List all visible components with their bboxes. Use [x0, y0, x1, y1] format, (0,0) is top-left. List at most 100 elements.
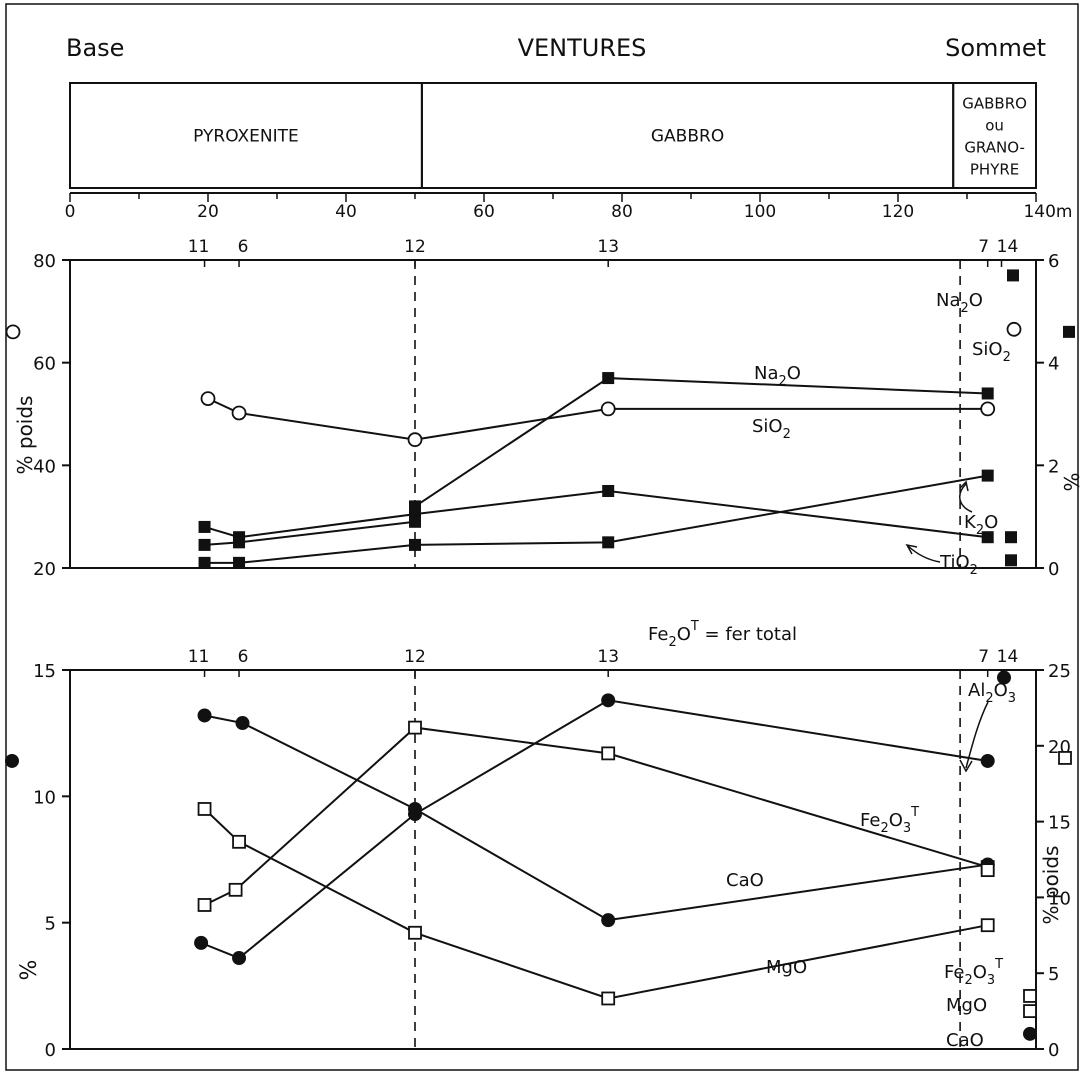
series-line-Na2O	[414, 377, 988, 508]
header-title: VENTURES	[518, 34, 647, 62]
left-axis-title: % poids	[13, 396, 37, 475]
major-oxides-panel: 11 6 12 13 7 14 20 40 60 80 0 2 4 6 % poids% Na2O SiO2 Na…	[5, 237, 1083, 580]
series-label-Na2O: Na2O	[754, 363, 801, 389]
outside-point-Al2O3	[5, 753, 19, 768]
data-point-Fe2O3T	[228, 882, 243, 897]
data-point-MgO	[232, 834, 246, 849]
depth-tick-label: 140m	[1023, 202, 1072, 222]
left-tick-label: 15	[33, 661, 56, 682]
series-label-Fe2O3T: Fe2O3T	[860, 805, 919, 836]
data-point-TiO2	[981, 469, 994, 482]
data-point-Na2O	[602, 372, 615, 385]
right-axis-title: % poids	[1039, 846, 1063, 925]
data-point-unlabeled	[409, 515, 421, 528]
right-tick-label: 25	[1048, 661, 1071, 682]
key-label-SiO2: SiO2	[972, 339, 1011, 365]
data-point-Al2O3	[980, 753, 995, 768]
left-axis-title: %	[17, 960, 42, 981]
legend-marker-CaO	[1023, 1026, 1037, 1041]
legend-key-CaO: CaO	[946, 1030, 984, 1051]
data-point-TiO2	[198, 556, 211, 569]
left-tick-label: 40	[33, 456, 56, 477]
left-tick-label: 60	[33, 354, 56, 375]
series-label-MgO: MgO	[766, 957, 807, 978]
legend-key-MgO: MgO	[946, 995, 987, 1016]
right-tick-label: 0	[1048, 559, 1059, 580]
sample-label: 11	[188, 647, 210, 667]
right-tick-label: 2	[1048, 456, 1059, 477]
legend-key-Fe2O3T: Fe2O3T	[944, 957, 1003, 988]
data-point-K2O	[198, 520, 211, 533]
legend-marker-MgO	[1023, 1004, 1037, 1018]
outside-point-K2O	[1005, 531, 1017, 544]
arrow-TiO2	[907, 545, 941, 563]
outside-point-14	[997, 670, 1011, 685]
data-point-MgO	[408, 925, 422, 940]
right-tick-label: 0	[1048, 1040, 1059, 1061]
outside-point-SiO2-key	[1006, 321, 1022, 337]
series-label-CaO: CaO	[726, 870, 764, 891]
series-label-SiO2: SiO2	[752, 416, 791, 442]
depth-tick-label: 40	[335, 202, 357, 222]
arrow-Al2O3	[965, 701, 989, 769]
depth-axis: 0 20 40 60 80 100 120 140m	[65, 192, 1073, 222]
arrow-TiO2-head	[905, 543, 918, 555]
key-label-Na2O: Na2O	[936, 290, 983, 316]
sample-label: 14	[997, 647, 1019, 667]
depth-tick-label: 0	[65, 202, 76, 222]
data-point-K2O	[602, 485, 615, 497]
data-point-SiO2	[600, 401, 616, 417]
sample-label: 6	[238, 237, 249, 257]
sample-label: 6	[238, 647, 249, 667]
lithology-label: GRANO-	[964, 139, 1025, 157]
arrow-K2O-head	[959, 480, 969, 492]
data-point-CaO	[197, 708, 212, 723]
data-point-unlabeled	[198, 538, 211, 551]
data-point-Fe2O3T	[197, 898, 212, 912]
data-point-MgO	[980, 918, 995, 933]
series-label-TiO2: TiO2	[939, 552, 978, 578]
panel-note: Fe2OT = fer total	[648, 619, 797, 650]
lithology-label: PHYRE	[970, 161, 1019, 179]
sample-label: 12	[404, 647, 426, 667]
sample-label: 14	[997, 237, 1019, 257]
header-right-label: Sommet	[945, 34, 1046, 62]
depth-tick-label: 20	[197, 202, 219, 222]
data-point-K2O	[409, 508, 421, 521]
data-point-Al2O3	[601, 693, 616, 708]
lithology-label: PYROXENITE	[193, 127, 299, 147]
sample-label: 13	[597, 237, 619, 257]
left-tick-label: 80	[33, 251, 56, 272]
lithology-label: GABBRO	[962, 95, 1027, 113]
data-point-TiO2	[409, 538, 421, 551]
series-label-Al2O3: Al2O3	[968, 680, 1016, 706]
right-tick-label: 6	[1048, 251, 1059, 272]
sample-label: 7	[978, 237, 989, 257]
data-point-TiO2	[602, 536, 615, 549]
legend-marker-Fe2O3T	[1023, 989, 1037, 1003]
right-tick-label: 4	[1048, 354, 1059, 375]
left-tick-label: 5	[45, 914, 56, 935]
data-point-unlabeled	[233, 536, 246, 549]
data-point-Fe2O3T	[980, 863, 995, 878]
data-point-CaO	[235, 716, 250, 731]
data-point-K2O	[981, 531, 994, 544]
data-point-Al2O3	[232, 951, 247, 966]
right-tick-label: 5	[1048, 964, 1059, 985]
right-axis-title: %	[1059, 472, 1083, 491]
outside-point-Fe2O3T	[1058, 751, 1072, 765]
data-point-Fe2O3T	[408, 720, 422, 735]
data-point-SiO2	[231, 405, 247, 421]
lithology-label: GABBRO	[651, 127, 724, 147]
data-point-Al2O3	[194, 935, 209, 950]
depth-tick-label: 120	[882, 202, 914, 222]
outside-point-Na2O-key	[1007, 269, 1019, 282]
sample-label: 13	[597, 647, 619, 667]
data-point-MgO	[601, 991, 616, 1006]
depth-tick-label: 60	[473, 202, 495, 222]
right-tick-label: 15	[1048, 813, 1071, 834]
sample-label: 7	[978, 647, 989, 667]
series-line-K2O	[204, 489, 988, 539]
